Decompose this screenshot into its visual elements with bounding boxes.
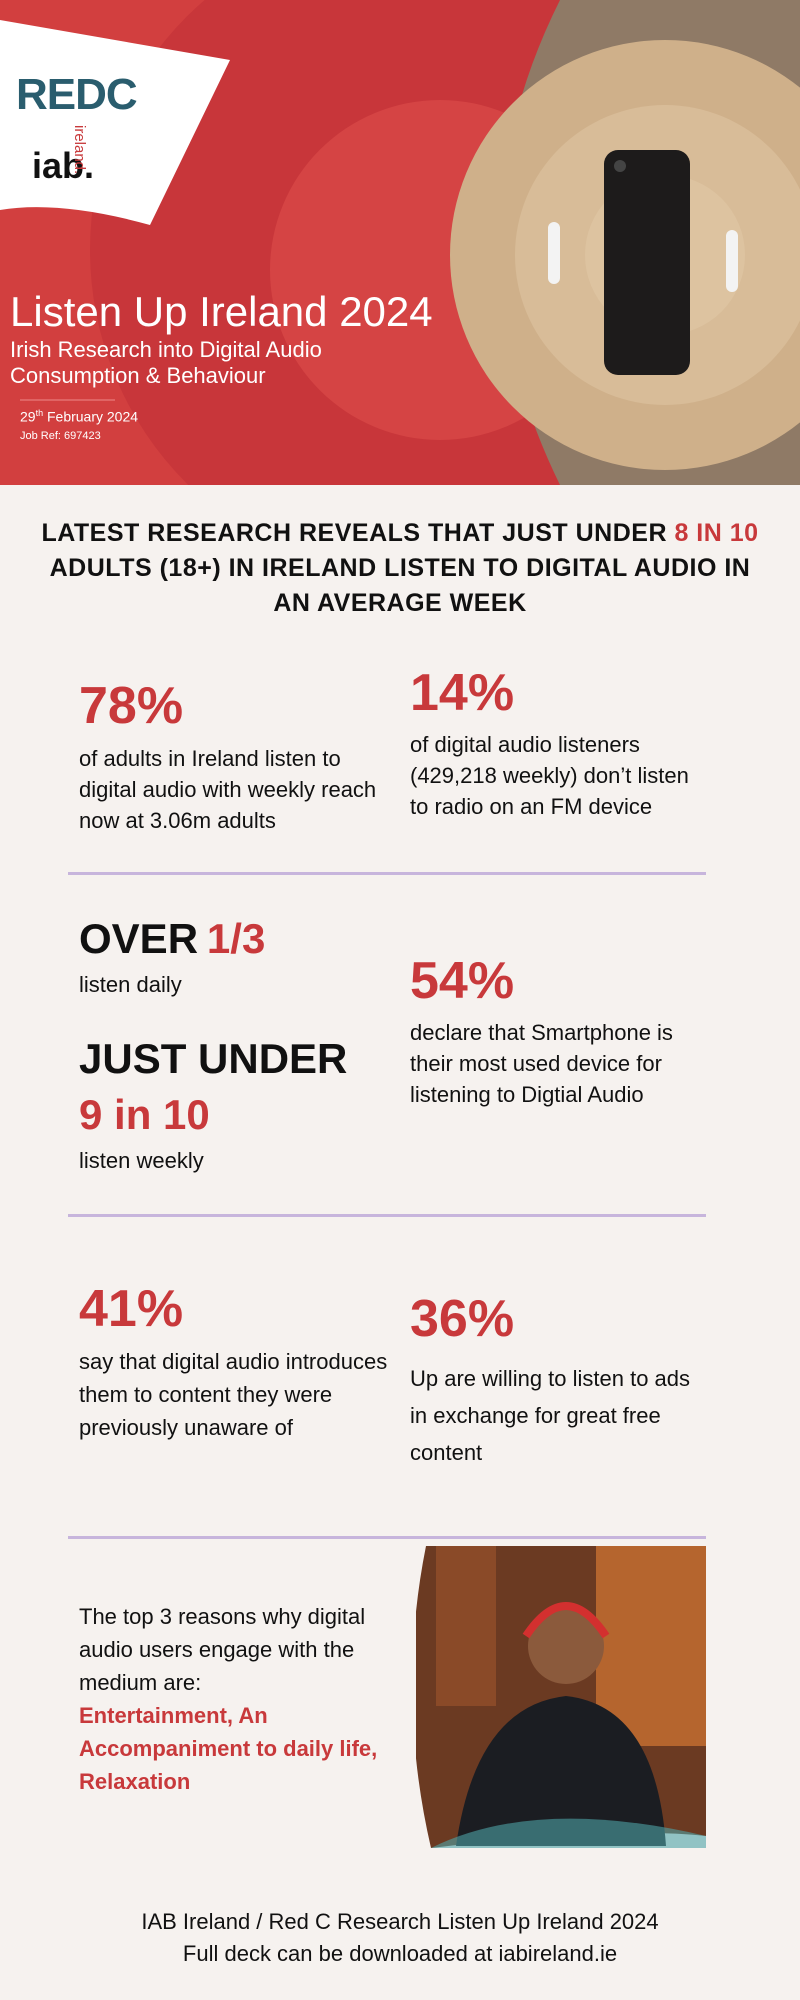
reasons: The top 3 reasons why digital audio user… — [79, 1600, 389, 1798]
divider — [68, 872, 706, 875]
stat-text: listen daily — [79, 972, 182, 997]
stat-value: 36% — [410, 1290, 515, 1348]
stat-text: declare that Smartphone is their most us… — [410, 1020, 673, 1107]
footer-line: IAB Ireland / Red C Research Listen Up I… — [141, 1909, 659, 1934]
footer: IAB Ireland / Red C Research Listen Up I… — [0, 1906, 800, 1970]
title: Listen Up Ireland 2024 — [10, 288, 433, 335]
subtitle: Irish Research into Digital Audio Consum… — [10, 337, 322, 389]
stat-value: 78% — [79, 677, 184, 735]
date: 29th February 2024 — [20, 408, 138, 425]
reasons-highlight: Entertainment, An Accompaniment to daily… — [79, 1703, 378, 1794]
logo-iab-sub: ireland. — [71, 125, 88, 175]
date-suffix: th — [35, 408, 44, 418]
stat-label: JUST UNDER — [79, 1035, 348, 1082]
stat-text: listen weekly — [79, 1148, 204, 1173]
stat-text: of adults in Ireland listen to digital a… — [79, 746, 377, 833]
stat-value: 9 in 10 — [79, 1091, 210, 1138]
header-art — [0, 0, 800, 485]
stat-value: 14% — [410, 664, 515, 722]
subtitle-line: Consumption & Behaviour — [10, 363, 266, 388]
stat-value: 1/3 — [206, 915, 266, 962]
logo-iab: iab. — [32, 145, 95, 186]
stat-text: of digital audio listeners (429,218 week… — [410, 732, 689, 819]
headline-highlight: 8 IN 10 — [674, 519, 759, 547]
divider — [68, 1214, 706, 1217]
footer-line: Full deck can be downloaded at iabirelan… — [182, 1941, 618, 1966]
stat-value: 54% — [410, 952, 515, 1010]
date-day: 29 — [20, 408, 36, 425]
listener-photo — [416, 1546, 706, 1848]
headline-text: LATEST RESEARCH REVEALS THAT JUST UNDER — [41, 519, 667, 547]
stat-value: 41% — [79, 1280, 184, 1338]
reasons-intro: The top 3 reasons why digital audio user… — [79, 1604, 366, 1695]
stat-text: Up are willing to listen to ads in excha… — [410, 1366, 691, 1465]
stat-text: say that digital audio introduces them t… — [79, 1349, 388, 1440]
date-rest: February 2024 — [46, 408, 139, 425]
job-ref: Job Ref: 697423 — [20, 430, 101, 442]
stat-label: OVER — [79, 915, 199, 962]
stat-over: OVER 1/3 — [79, 918, 265, 960]
logo-redc: REDC — [16, 70, 138, 119]
headline-text: ADULTS (18+) IN IRELAND LISTEN TO DIGITA… — [49, 554, 751, 617]
divider — [68, 1536, 706, 1539]
subtitle-line: Irish Research into Digital Audio — [10, 337, 322, 362]
headline: LATEST RESEARCH REVEALS THAT JUST UNDER … — [40, 516, 760, 621]
